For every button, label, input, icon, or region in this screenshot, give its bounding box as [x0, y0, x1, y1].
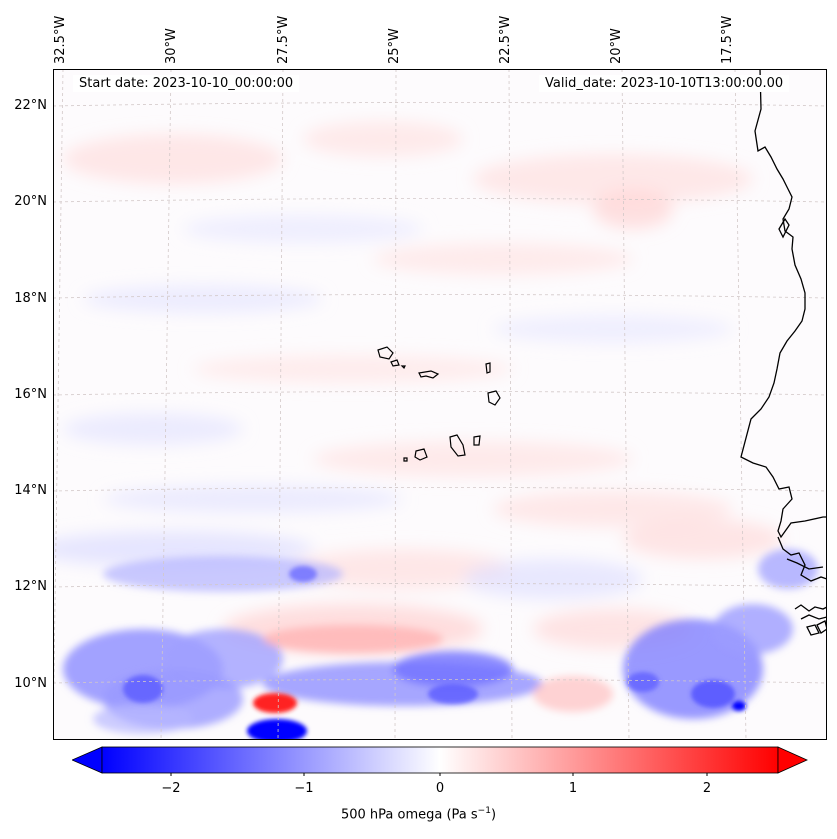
island-brava [403, 457, 408, 462]
lat-label-10n: 10°N [14, 676, 47, 691]
colorbar [72, 746, 808, 776]
lat-label-12n: 12°N [14, 579, 47, 594]
island-sao-vicente [390, 359, 400, 367]
colorbar-body [101, 746, 779, 774]
west-african-coast [740, 69, 827, 636]
graticule [53, 69, 827, 740]
lon-label-20w: 20°W [609, 28, 624, 64]
lon-label-32-5w: 32.5°W [53, 15, 68, 64]
island-sal [485, 362, 491, 374]
lon-label-22-5w: 22.5°W [498, 15, 513, 64]
omega-map [53, 69, 827, 740]
colorbar-tick-label: 0 [435, 781, 445, 796]
omega-field-weak [53, 121, 783, 654]
island-maio [473, 435, 481, 446]
lat-label-22n: 22°N [14, 98, 47, 113]
colorbar-label-exponent: −1 [477, 806, 491, 816]
colorbar-tick-label: 1 [568, 781, 578, 796]
island-fogo [414, 448, 428, 461]
omega-field-cores [123, 566, 746, 740]
start-date-label: Start date: 2023-10-10_00:00:00 [73, 75, 300, 92]
lon-label-30w: 30°W [164, 28, 179, 64]
lat-label-18n: 18°N [14, 291, 47, 306]
colorbar-tick-label: −1 [294, 781, 314, 796]
colorbar-label-text: 500 hPa omega (Pa s [340, 807, 478, 823]
island-boa-vista [487, 390, 501, 406]
island-santa-luzia [400, 365, 406, 370]
map-border [53, 69, 827, 740]
island-santo-antao [377, 346, 394, 360]
lat-label-16n: 16°N [14, 387, 47, 402]
colorbar-ticks [170, 773, 708, 776]
colorbar-tick-label: 2 [702, 781, 712, 796]
lon-label-27-5w: 27.5°W [276, 15, 291, 64]
lat-label-20n: 20°N [14, 194, 47, 209]
lat-label-14n: 14°N [14, 483, 47, 498]
island-santiago [449, 434, 466, 457]
colorbar-tick-label: −2 [161, 781, 181, 796]
colorbar-extend-min [72, 746, 103, 774]
colorbar-extend-max [777, 746, 808, 774]
island-sao-nicolau [418, 370, 440, 379]
cape-verde-islands [377, 346, 501, 462]
colorbar-label: 500 hPa omega (Pa s−1) [340, 806, 497, 823]
lon-label-17-5w: 17.5°W [720, 15, 735, 64]
lon-label-25w: 25°W [387, 28, 402, 64]
valid-date-label: Valid_date: 2023-10-10T13:00:00.00 [539, 75, 790, 92]
